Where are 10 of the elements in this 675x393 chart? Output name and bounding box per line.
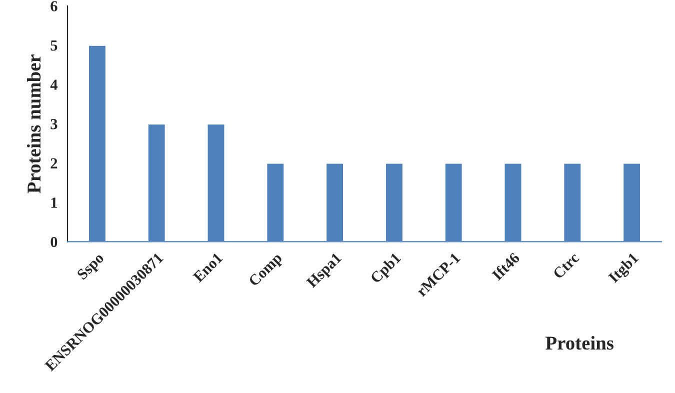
y-tick-label: 4 bbox=[50, 80, 58, 90]
y-tick-label: 3 bbox=[50, 118, 58, 130]
y-tick-label: 0 bbox=[50, 236, 58, 248]
y-tick-label: 1 bbox=[51, 198, 57, 208]
y-tick-label: 6 bbox=[50, 1, 58, 12]
y-axis-title: Proteins number bbox=[26, 54, 41, 194]
x-tick-label: Ctrc bbox=[552, 252, 580, 280]
y-tick-label: 5 bbox=[50, 40, 58, 51]
x-axis-title: Proteins bbox=[546, 336, 614, 350]
y-tick-label: 2 bbox=[50, 158, 58, 168]
